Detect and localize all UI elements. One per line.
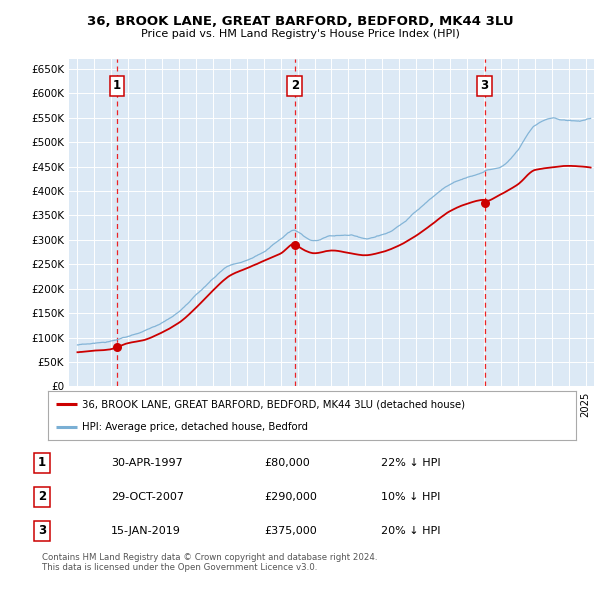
Text: 10% ↓ HPI: 10% ↓ HPI	[381, 492, 440, 502]
Text: 36, BROOK LANE, GREAT BARFORD, BEDFORD, MK44 3LU: 36, BROOK LANE, GREAT BARFORD, BEDFORD, …	[86, 15, 514, 28]
Text: £80,000: £80,000	[264, 458, 310, 467]
Text: Contains HM Land Registry data © Crown copyright and database right 2024.
This d: Contains HM Land Registry data © Crown c…	[42, 553, 377, 572]
Text: 2: 2	[38, 490, 46, 503]
Text: 1: 1	[113, 80, 121, 93]
Text: 22% ↓ HPI: 22% ↓ HPI	[381, 458, 440, 467]
Text: 3: 3	[481, 80, 488, 93]
Text: 36, BROOK LANE, GREAT BARFORD, BEDFORD, MK44 3LU (detached house): 36, BROOK LANE, GREAT BARFORD, BEDFORD, …	[82, 399, 466, 409]
Text: 20% ↓ HPI: 20% ↓ HPI	[381, 526, 440, 536]
Text: 30-APR-1997: 30-APR-1997	[111, 458, 183, 467]
Text: 1: 1	[38, 456, 46, 469]
Text: 15-JAN-2019: 15-JAN-2019	[111, 526, 181, 536]
Text: Price paid vs. HM Land Registry's House Price Index (HPI): Price paid vs. HM Land Registry's House …	[140, 29, 460, 39]
Text: HPI: Average price, detached house, Bedford: HPI: Average price, detached house, Bedf…	[82, 422, 308, 432]
Text: 3: 3	[38, 525, 46, 537]
Text: £290,000: £290,000	[264, 492, 317, 502]
Text: £375,000: £375,000	[264, 526, 317, 536]
Text: 29-OCT-2007: 29-OCT-2007	[111, 492, 184, 502]
Text: 2: 2	[290, 80, 299, 93]
